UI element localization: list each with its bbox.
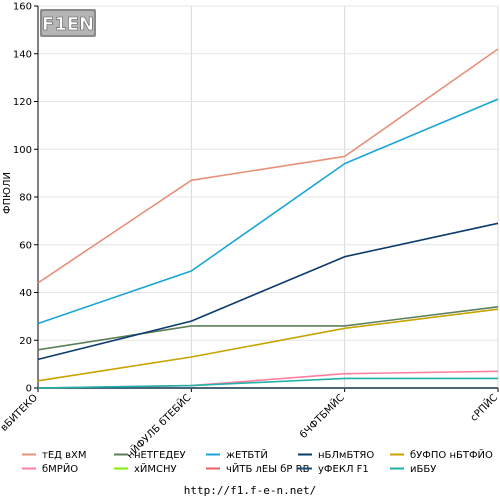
legend-label: нБЛмБТЯО xyxy=(318,450,374,461)
footer-url[interactable]: http://f1.f-e-n.net/ xyxy=(183,484,317,497)
x-tick-label: бЧФТБМЙС xyxy=(297,391,347,441)
legend-label: иББУ xyxy=(410,464,436,475)
logo: F1EN xyxy=(40,9,96,37)
x-tick-label: сРПЙС xyxy=(467,391,500,424)
x-tick-label: вБИТЕКО xyxy=(0,392,40,434)
y-tick-label: 160 xyxy=(13,2,32,13)
series-line-5 xyxy=(37,370,499,389)
series-line-9 xyxy=(37,377,498,389)
legend-label: бУФПО нБТФЙО xyxy=(410,448,493,461)
series-line-4 xyxy=(37,308,499,382)
legend-label: тЕД вХМ xyxy=(42,450,87,461)
legend-label: бМРЙО xyxy=(42,462,78,475)
y-tick-label: 80 xyxy=(19,193,32,204)
y-tick-label: 40 xyxy=(19,288,32,299)
legend-label: хЙМСНУ xyxy=(134,462,177,475)
legend-label: жЕТБТЙ xyxy=(226,448,268,461)
logo-text: F1EN xyxy=(42,14,94,35)
y-tick-label: 120 xyxy=(13,97,32,108)
y-tick-label: 140 xyxy=(13,49,32,60)
axes xyxy=(34,5,499,392)
series-line-0 xyxy=(37,48,499,284)
y-axis-label: ФПЮЛИ xyxy=(2,172,13,214)
y-tick-label: 20 xyxy=(19,336,32,347)
series-line-1 xyxy=(37,306,499,351)
legend-label: уФЕКЛ F1 xyxy=(318,464,369,475)
y-tick-label: 0 xyxy=(26,384,32,395)
series-line-3 xyxy=(37,222,499,361)
grid xyxy=(37,5,499,389)
y-tick-label: 60 xyxy=(19,240,32,251)
legend-label: нЕТГЕДЕУ xyxy=(134,450,186,461)
series-lines xyxy=(37,48,499,389)
series-line-2 xyxy=(37,98,499,325)
legend: тЕД вХМ нЕТГЕДЕУ жЕТБТЙ нБЛмБТЯО бУФПО нБТФЙ… xyxy=(22,448,493,475)
y-tick-label: 100 xyxy=(13,145,32,156)
y-tick-labels: 0 20 40 60 80 100 120 140 160 xyxy=(13,2,32,395)
legend-label: чЙТБ лЕЫ бР RB xyxy=(226,462,310,475)
